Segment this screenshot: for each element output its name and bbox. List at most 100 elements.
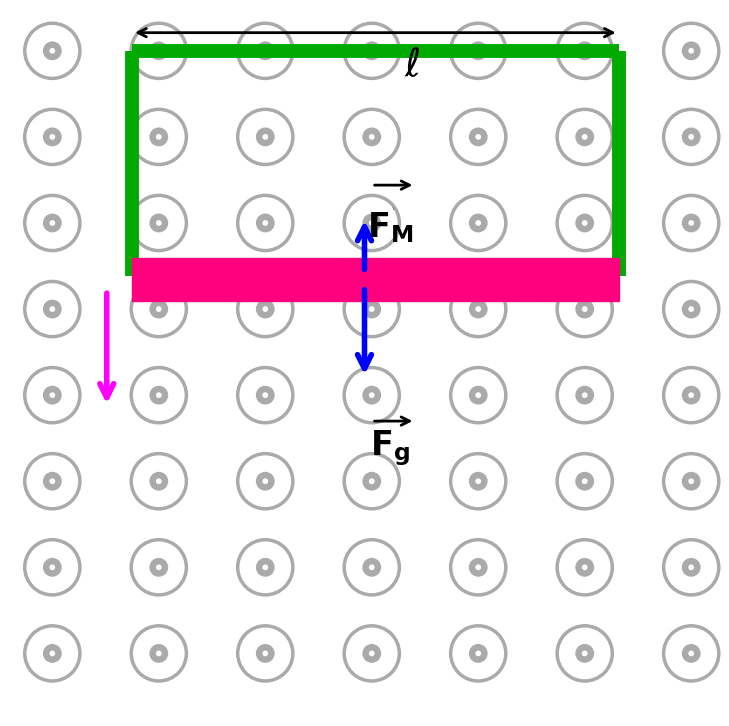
Circle shape — [157, 221, 161, 225]
Circle shape — [689, 135, 693, 139]
Circle shape — [157, 565, 161, 569]
Circle shape — [263, 565, 268, 569]
Bar — [132, 258, 619, 301]
Circle shape — [263, 307, 268, 311]
Circle shape — [263, 393, 268, 397]
Circle shape — [263, 221, 268, 225]
Circle shape — [576, 129, 593, 146]
Circle shape — [157, 479, 161, 484]
Circle shape — [370, 393, 374, 397]
Circle shape — [576, 558, 593, 576]
Circle shape — [370, 479, 374, 484]
Circle shape — [689, 49, 693, 53]
Circle shape — [157, 135, 161, 139]
Circle shape — [363, 558, 381, 576]
Circle shape — [689, 221, 693, 225]
Circle shape — [263, 479, 268, 484]
Circle shape — [689, 651, 693, 656]
Circle shape — [370, 49, 374, 53]
Circle shape — [263, 135, 268, 139]
Circle shape — [150, 129, 168, 146]
Circle shape — [582, 565, 587, 569]
Circle shape — [682, 214, 700, 232]
Circle shape — [476, 393, 480, 397]
Circle shape — [469, 214, 487, 232]
Circle shape — [682, 473, 700, 490]
Circle shape — [363, 645, 381, 662]
Circle shape — [370, 307, 374, 311]
Circle shape — [469, 129, 487, 146]
Text: $\mathbf{F}_\mathbf{g}$: $\mathbf{F}_\mathbf{g}$ — [370, 428, 410, 468]
Circle shape — [263, 651, 268, 656]
Circle shape — [157, 651, 161, 656]
Circle shape — [370, 221, 374, 225]
Circle shape — [689, 307, 693, 311]
Circle shape — [150, 473, 168, 490]
Circle shape — [469, 558, 487, 576]
Circle shape — [582, 49, 587, 53]
Circle shape — [582, 307, 587, 311]
Circle shape — [50, 651, 55, 656]
Circle shape — [150, 42, 168, 60]
Circle shape — [582, 393, 587, 397]
Text: $\mathbf{F}_\mathbf{M}$: $\mathbf{F}_\mathbf{M}$ — [367, 211, 413, 245]
Circle shape — [50, 393, 55, 397]
Circle shape — [257, 214, 274, 232]
Circle shape — [476, 565, 480, 569]
Circle shape — [576, 301, 593, 318]
Circle shape — [44, 301, 61, 318]
Circle shape — [50, 565, 55, 569]
Circle shape — [157, 49, 161, 53]
Text: $\ell$: $\ell$ — [404, 47, 420, 84]
Circle shape — [363, 214, 381, 232]
Circle shape — [363, 42, 381, 60]
Circle shape — [582, 221, 587, 225]
Circle shape — [582, 479, 587, 484]
Circle shape — [44, 42, 61, 60]
Circle shape — [50, 49, 55, 53]
Circle shape — [44, 558, 61, 576]
Circle shape — [263, 49, 268, 53]
Circle shape — [363, 301, 381, 318]
Circle shape — [50, 479, 55, 484]
Circle shape — [689, 393, 693, 397]
Circle shape — [257, 301, 274, 318]
Circle shape — [150, 645, 168, 662]
Text: $\vec{F}_{M}$: $\vec{F}_{M}$ — [391, 207, 396, 213]
Circle shape — [370, 135, 374, 139]
Circle shape — [576, 42, 593, 60]
Circle shape — [157, 393, 161, 397]
Circle shape — [363, 129, 381, 146]
Circle shape — [682, 42, 700, 60]
Circle shape — [257, 129, 274, 146]
Circle shape — [50, 221, 55, 225]
Circle shape — [689, 479, 693, 484]
Circle shape — [363, 473, 381, 490]
Circle shape — [50, 307, 55, 311]
Circle shape — [157, 307, 161, 311]
Circle shape — [476, 49, 480, 53]
Circle shape — [50, 135, 55, 139]
Circle shape — [257, 473, 274, 490]
Circle shape — [576, 473, 593, 490]
Circle shape — [150, 558, 168, 576]
Circle shape — [476, 479, 480, 484]
Circle shape — [44, 473, 61, 490]
Circle shape — [689, 565, 693, 569]
Circle shape — [469, 386, 487, 404]
Circle shape — [44, 386, 61, 404]
Circle shape — [582, 651, 587, 656]
Circle shape — [476, 221, 480, 225]
Circle shape — [150, 214, 168, 232]
Circle shape — [370, 565, 374, 569]
Circle shape — [370, 651, 374, 656]
Circle shape — [469, 42, 487, 60]
Circle shape — [363, 386, 381, 404]
Circle shape — [682, 301, 700, 318]
Circle shape — [576, 386, 593, 404]
Circle shape — [576, 214, 593, 232]
Circle shape — [257, 386, 274, 404]
Circle shape — [257, 645, 274, 662]
Circle shape — [469, 645, 487, 662]
Circle shape — [582, 135, 587, 139]
